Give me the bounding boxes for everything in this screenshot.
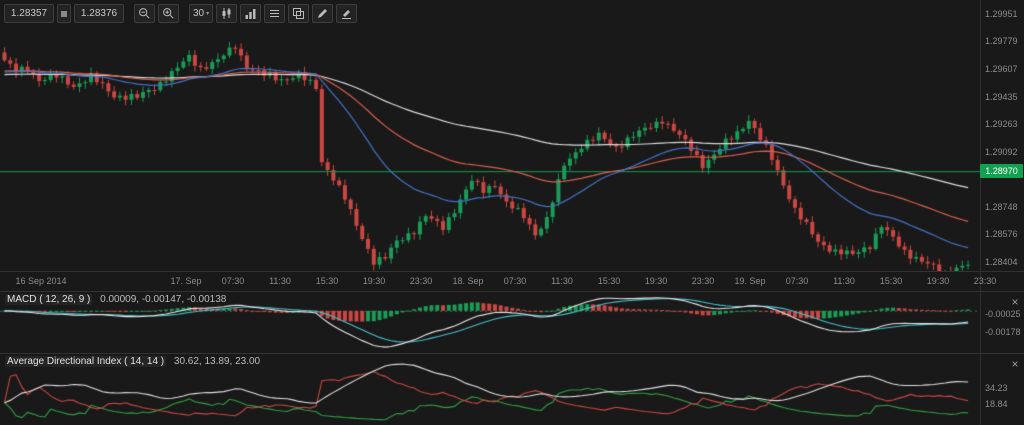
- chart-toolbar: 1.28357 1.28376 30 ▾: [4, 4, 358, 23]
- draw-pencil-button[interactable]: [312, 4, 334, 23]
- time-tick: 15:30: [315, 276, 339, 286]
- time-tick: 11:30: [269, 276, 291, 286]
- macd-panel-divider: [0, 291, 1024, 292]
- time-tick: 07:30: [221, 276, 245, 286]
- pencil-icon: [318, 9, 328, 18]
- time-tick: 11:30: [833, 276, 855, 286]
- marker-icon: [342, 10, 352, 19]
- time-tick: 19:30: [362, 276, 386, 286]
- macd-indicator-label: MACD ( 12, 26, 9 ) 0.00009, -0.00147, -0…: [5, 294, 226, 305]
- price-tick: 1.28576: [985, 229, 1018, 240]
- timeframe-value: 30: [193, 8, 205, 19]
- adx-indicator-label: Average Directional Index ( 14, 14 ) 30.…: [5, 356, 260, 367]
- time-tick: 23:30: [409, 276, 433, 286]
- time-tick: 15:30: [879, 276, 903, 286]
- bar-chart-icon: [245, 9, 256, 19]
- price-axis-divider: [980, 0, 981, 425]
- adx-panel-divider: [0, 353, 1024, 354]
- chart-type-candles-button[interactable]: [216, 4, 238, 23]
- price-axis[interactable]: 1.28970 × × 1.29951 1.29779 1.29607 1.29435…: [980, 0, 1024, 425]
- time-tick: 07:30: [785, 276, 809, 286]
- price-tick: 1.29263: [985, 119, 1018, 130]
- chevron-down-icon: ▾: [206, 11, 210, 17]
- current-price-tag: 1.28970: [980, 164, 1023, 179]
- time-tick: 16 Sep 2014: [15, 276, 67, 286]
- adx-tick: 18.84: [985, 398, 1008, 409]
- adx-panel-canvas[interactable]: [0, 354, 980, 425]
- zoom-in-button[interactable]: [158, 4, 179, 23]
- chart-type-bars-button[interactable]: [240, 4, 262, 23]
- adx-indicator-title[interactable]: Average Directional Index ( 14, 14 ): [5, 356, 167, 367]
- price-chart-canvas[interactable]: [0, 0, 980, 272]
- price-tick: 1.28404: [985, 257, 1018, 268]
- price-tick: 1.28748: [985, 201, 1018, 212]
- duplicate-chart-button[interactable]: [288, 4, 310, 23]
- spread-indicator: [57, 4, 71, 23]
- adx-tick: 34.23: [985, 383, 1008, 394]
- time-tick: 23:30: [691, 276, 715, 286]
- magnifier-minus-icon: [139, 8, 150, 19]
- macd-indicator-values: 0.00009, -0.00147, -0.00138: [100, 294, 227, 305]
- spread-square-icon: [61, 10, 67, 17]
- adx-indicator-values: 30.62, 13.89, 23.00: [173, 356, 261, 367]
- price-tick: 1.29951: [985, 8, 1018, 19]
- edit-marker-button[interactable]: [336, 4, 358, 23]
- price-tick: 1.29607: [985, 63, 1018, 74]
- time-tick: 07:30: [503, 276, 527, 286]
- time-tick: 18. Sep: [452, 276, 484, 286]
- macd-tick: -0.00178: [985, 327, 1021, 338]
- price-tick: 1.29435: [985, 91, 1018, 102]
- time-tick: 19:30: [644, 276, 668, 286]
- time-tick: 19. Sep: [734, 276, 766, 286]
- adx-close-button[interactable]: ×: [1008, 357, 1022, 371]
- magnifier-plus-icon: [163, 8, 174, 19]
- sell-price-button[interactable]: 1.28357: [4, 4, 54, 23]
- duplicate-icon: [293, 8, 305, 19]
- time-tick: 15:30: [597, 276, 621, 286]
- buy-price-button[interactable]: 1.28376: [74, 4, 124, 23]
- time-axis[interactable]: 16 Sep 2014 17. Sep 07:30 11:30 15:30 19:30 23…: [0, 272, 1024, 291]
- candlestick-chart-icon: [222, 8, 231, 19]
- timeframe-button[interactable]: 30 ▾: [189, 4, 214, 23]
- time-tick: 19:30: [926, 276, 950, 286]
- zoom-out-button[interactable]: [134, 4, 155, 23]
- macd-panel-canvas[interactable]: [0, 292, 980, 353]
- macd-close-button[interactable]: ×: [1008, 295, 1022, 309]
- time-tick: 17. Sep: [170, 276, 202, 286]
- time-tick: 11:30: [551, 276, 573, 286]
- macd-tick: -0.00025: [985, 308, 1021, 319]
- price-tick: 1.29779: [985, 36, 1018, 47]
- macd-indicator-title[interactable]: MACD ( 12, 26, 9 ): [5, 294, 93, 305]
- indicator-list-button[interactable]: [264, 4, 286, 23]
- list-lines-icon: [270, 10, 280, 17]
- price-tick: 1.29092: [985, 146, 1018, 157]
- time-tick: 23:30: [973, 276, 997, 286]
- chart-time-axis-divider: [0, 271, 1024, 272]
